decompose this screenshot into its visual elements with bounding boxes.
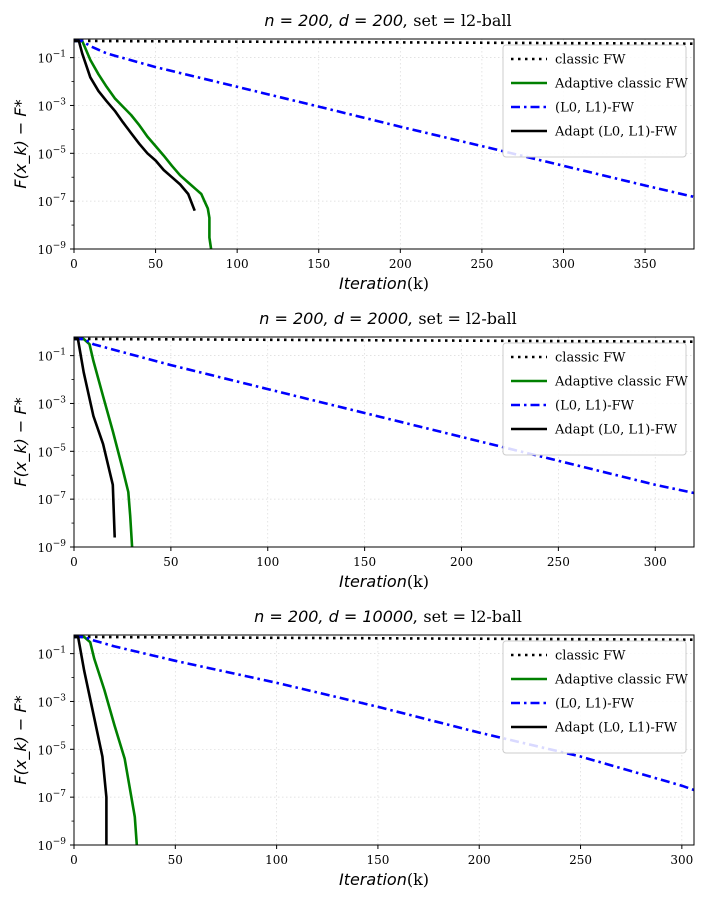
series-line: [74, 39, 213, 250]
y-axis-label: F(x_k) − F*: [11, 397, 31, 486]
series-line: [74, 39, 694, 199]
chart-title: n = 200, d = 10000, set = l2-ball: [254, 607, 522, 626]
x-tick-label: 200: [450, 555, 473, 569]
x-tick-label: 0: [70, 555, 78, 569]
series-line: [74, 635, 139, 846]
series-group: [74, 635, 694, 846]
x-tick-label: 50: [163, 555, 178, 569]
y-tick-label: 10−3: [37, 693, 66, 709]
legend-label: Adaptive classic FW: [554, 77, 688, 92]
y-tick-label: 10−3: [37, 395, 66, 411]
y-tick-label: 10−9: [37, 539, 66, 555]
y-tick-label: 10−1: [37, 646, 66, 662]
y-tick-label: 10−9: [37, 241, 66, 257]
legend-label: (L0, L1)-FW: [555, 101, 635, 116]
legend-label: classic FW: [555, 351, 626, 366]
legend: classic FW Adaptive classic FW (L0, L1)-FW…: [502, 640, 688, 754]
y-tick-label: 10−9: [37, 837, 66, 853]
x-tick-label: 200: [468, 853, 491, 867]
x-tick-label: 250: [569, 853, 592, 867]
x-axis-label: Iteration(k): [339, 870, 429, 889]
legend-label: Adaptive classic FW: [554, 375, 688, 390]
y-tick-label: 10−5: [37, 145, 66, 161]
y-tick-label: 10−7: [37, 193, 66, 209]
legend-frame: [502, 44, 687, 158]
legend-label: classic FW: [555, 53, 626, 68]
x-tick-label: 150: [353, 555, 376, 569]
x-tick-label: 100: [265, 853, 288, 867]
y-axis-label: F(x_k) − F*: [11, 695, 31, 784]
legend-label: Adapt (L0, L1)-FW: [554, 721, 678, 736]
series-line: [74, 337, 694, 495]
chart-title: n = 200, d = 2000, set = l2-ball: [259, 309, 516, 328]
x-axis-label: Iteration(k): [339, 274, 429, 293]
y-tick-label: 10−7: [37, 491, 66, 507]
legend-label: (L0, L1)-FW: [555, 697, 635, 712]
legend-frame: [502, 342, 687, 456]
x-tick-label: 100: [256, 555, 279, 569]
x-tick-label: 250: [470, 257, 493, 271]
x-tick-label: 300: [670, 853, 693, 867]
series-line: [74, 39, 196, 212]
axes-frame: [73, 634, 695, 846]
series-group: [74, 39, 694, 250]
axes-frame: [73, 38, 695, 250]
x-tick-label: 100: [226, 257, 249, 271]
x-tick-label: 50: [148, 257, 163, 271]
x-tick-label: 0: [70, 257, 78, 271]
x-tick-label: 300: [552, 257, 575, 271]
chart-title: n = 200, d = 200, set = l2-ball: [264, 11, 511, 30]
legend-label: Adaptive classic FW: [554, 673, 688, 688]
x-axis-label: Iteration(k): [339, 572, 429, 591]
y-tick-label: 10−7: [37, 789, 66, 805]
x-tick-label: 150: [366, 853, 389, 867]
legend: classic FW Adaptive classic FW (L0, L1)-FW…: [502, 342, 688, 456]
x-tick-label: 150: [307, 257, 330, 271]
y-tick-label: 10−5: [37, 741, 66, 757]
y-tick-label: 10−1: [37, 50, 66, 66]
chart-1: 0 50 100 150 200 250 300 350 10−9 10−7 10−5 10−3 10−…: [11, 11, 695, 293]
series-line: [74, 337, 694, 343]
chart-3: 0 50 100 150 200 250 300 10−9 10−7 10−5 10−3 10−1 n …: [11, 607, 695, 889]
series-line: [74, 39, 694, 45]
chart-2: 0 50 100 150 200 250 300 10−9 10−7 10−5 10−3 10−1 n …: [11, 309, 695, 591]
series-line: [74, 635, 108, 845]
y-tick-label: 10−5: [37, 443, 66, 459]
x-tick-label: 300: [644, 555, 667, 569]
axes-frame: [73, 336, 695, 548]
series-group: [74, 337, 694, 548]
x-tick-label: 200: [389, 257, 412, 271]
legend-label: Adapt (L0, L1)-FW: [554, 125, 678, 140]
series-line: [74, 635, 694, 792]
y-axis-label: F(x_k) − F*: [11, 99, 31, 188]
legend-label: (L0, L1)-FW: [555, 399, 635, 414]
y-tick-label: 10−1: [37, 348, 66, 364]
legend-label: Adapt (L0, L1)-FW: [554, 423, 678, 438]
series-line: [74, 337, 116, 538]
legend-frame: [502, 640, 687, 754]
x-tick-label: 0: [70, 853, 78, 867]
x-tick-label: 50: [168, 853, 183, 867]
x-tick-label: 350: [634, 257, 657, 271]
y-tick-label: 10−3: [37, 97, 66, 113]
series-line: [74, 635, 694, 641]
legend-label: classic FW: [555, 649, 626, 664]
x-tick-label: 250: [547, 555, 570, 569]
legend: classic FW Adaptive classic FW (L0, L1)-FW…: [502, 44, 688, 158]
